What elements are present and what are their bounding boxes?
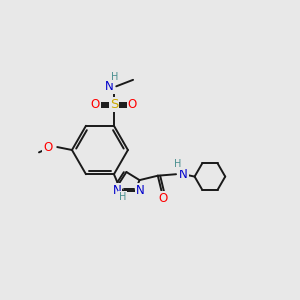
Text: N: N bbox=[113, 184, 122, 197]
Text: O: O bbox=[91, 98, 100, 111]
Text: S: S bbox=[110, 98, 118, 111]
Text: N: N bbox=[105, 80, 114, 93]
Text: O: O bbox=[158, 192, 167, 205]
Text: O: O bbox=[128, 98, 137, 111]
Text: H: H bbox=[119, 192, 126, 202]
Text: N: N bbox=[179, 168, 188, 181]
Text: H: H bbox=[111, 72, 118, 82]
Text: N: N bbox=[136, 184, 145, 197]
Text: O: O bbox=[43, 141, 52, 154]
Text: H: H bbox=[174, 159, 181, 169]
